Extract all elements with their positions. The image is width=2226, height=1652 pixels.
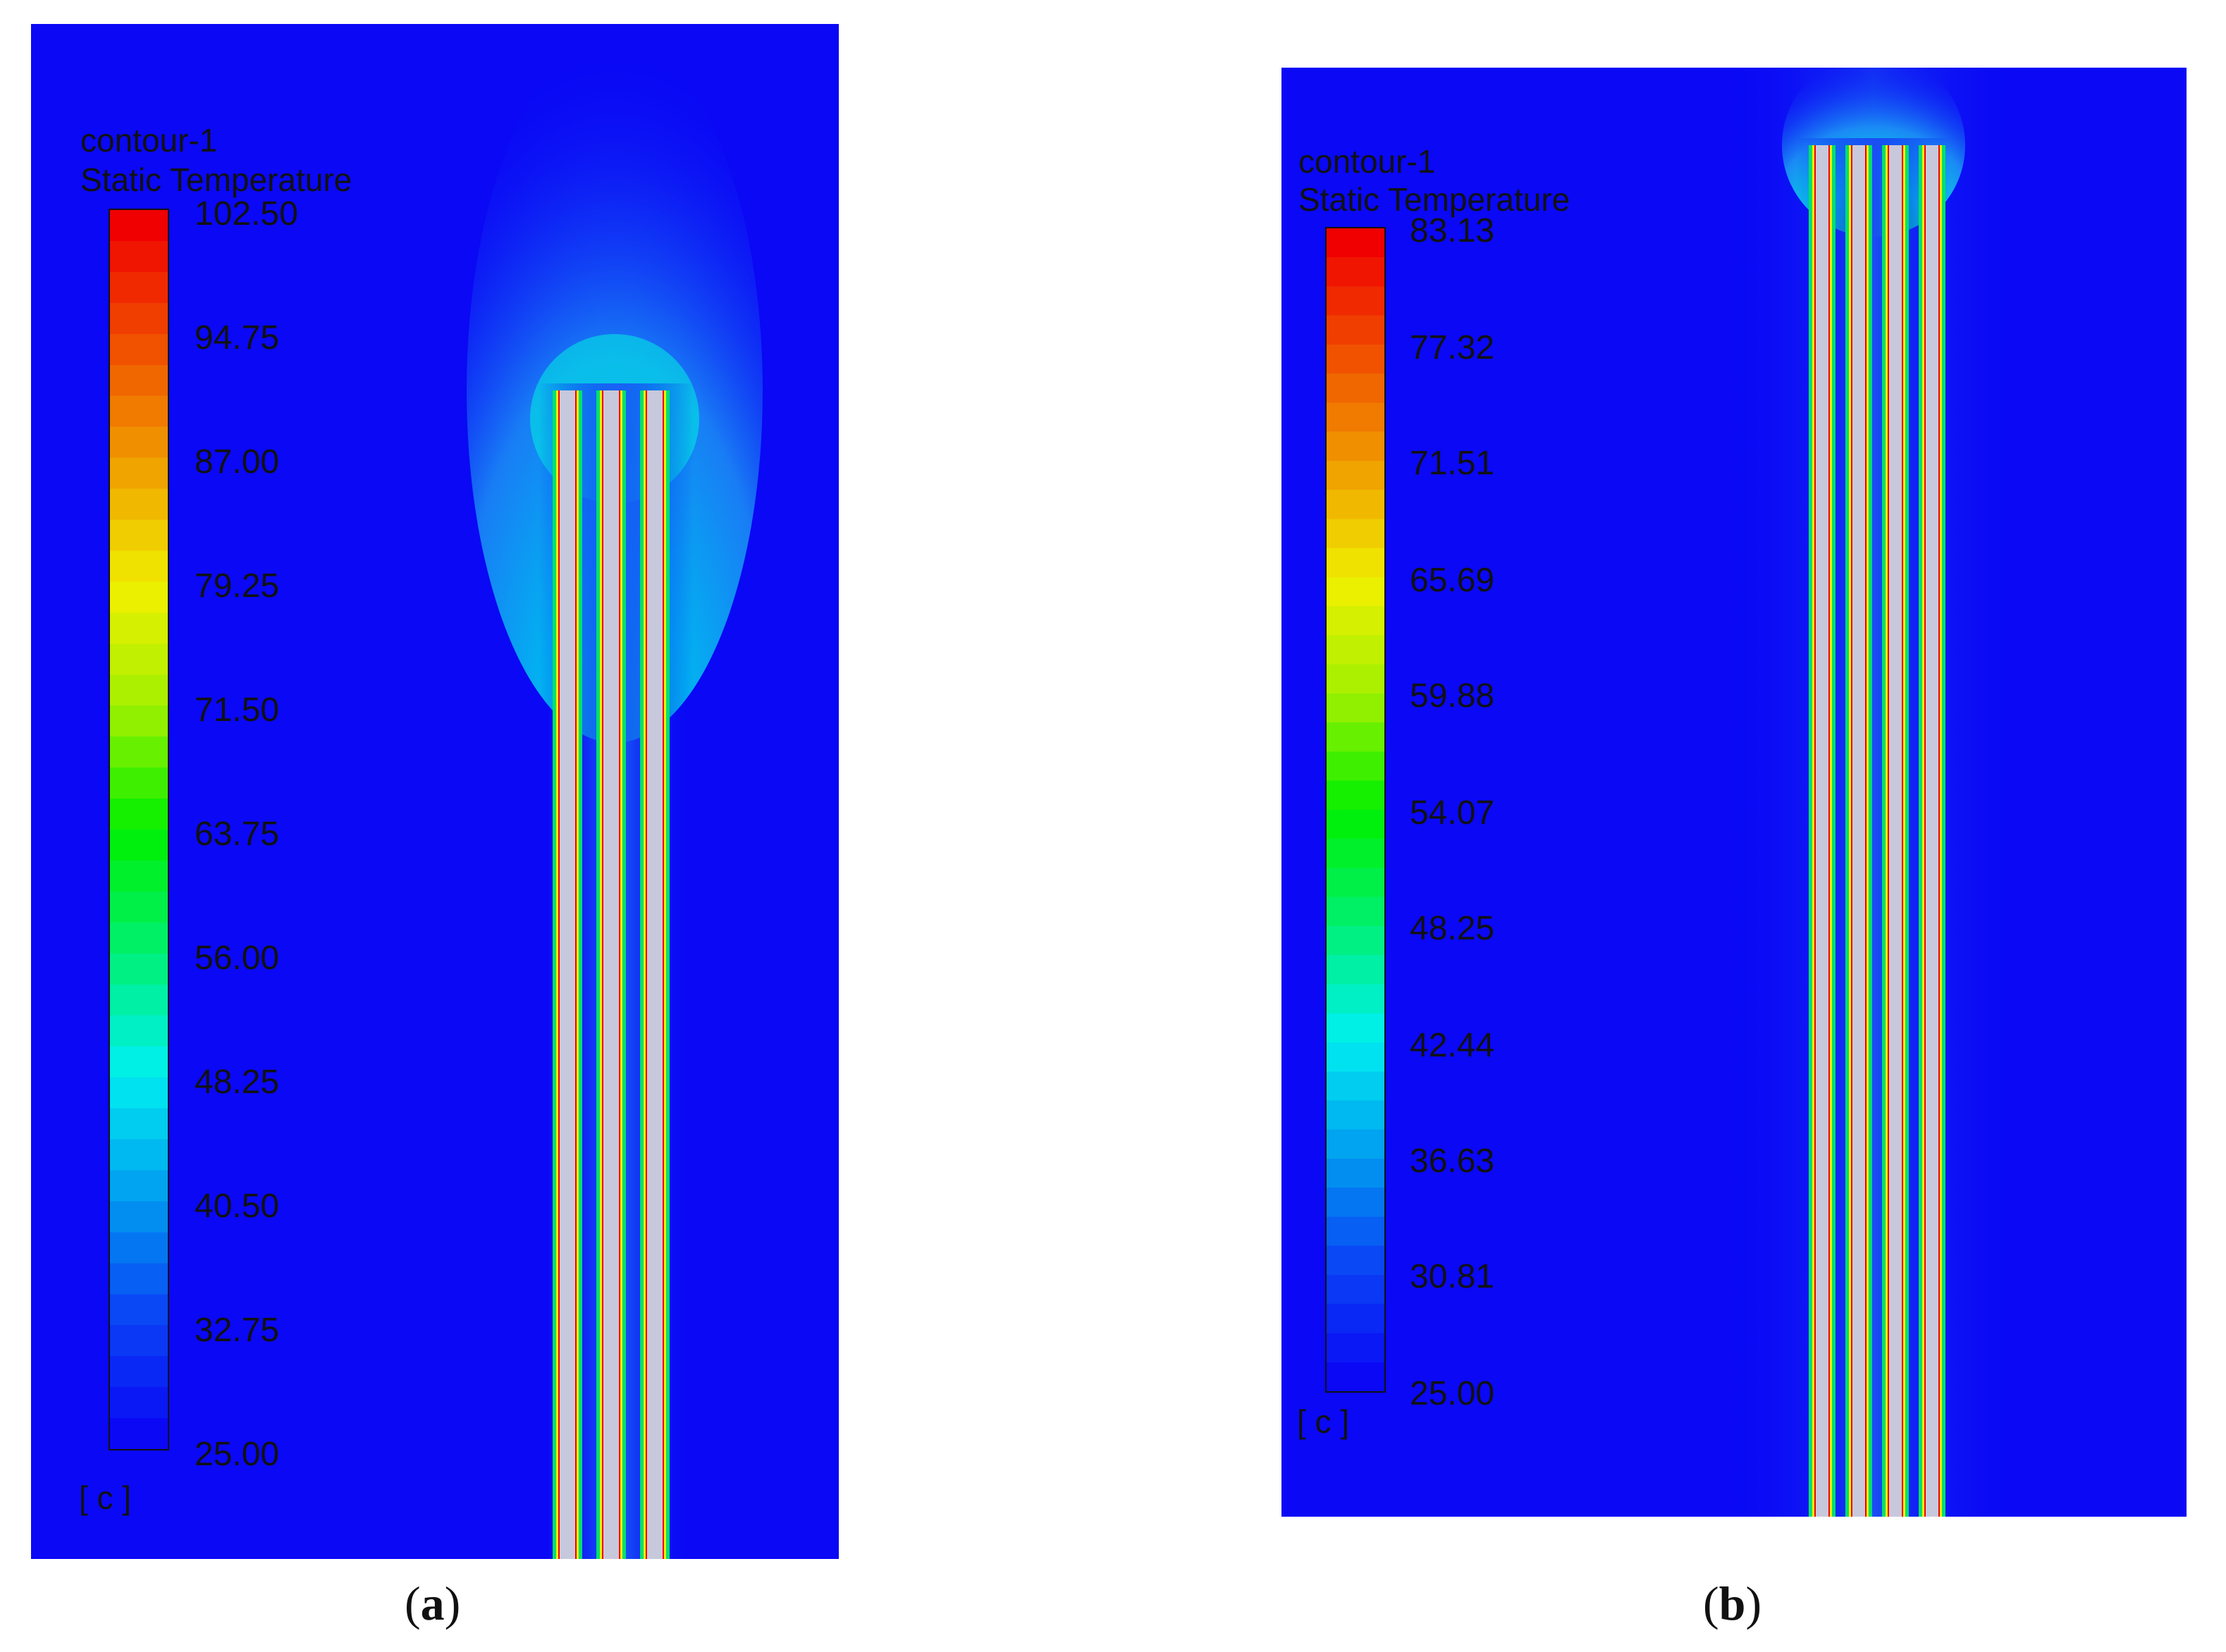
caption-b: (b) [1703, 1576, 1761, 1632]
legend-title-variable: Static Temperature [1298, 181, 1570, 218]
tick-label: 102.50 [195, 195, 298, 233]
tick-label: 48.25 [1410, 910, 1495, 947]
tick-label: 40.50 [195, 1188, 280, 1225]
temperature-field-a [467, 38, 763, 1559]
caption-a: (a) [405, 1576, 460, 1632]
tick-label: 32.75 [195, 1312, 280, 1349]
tick-label: 63.75 [195, 815, 280, 853]
legend-title-name: contour-1 [1298, 143, 1436, 180]
tick-label: 71.50 [195, 691, 280, 729]
caption-close: ) [444, 1577, 461, 1630]
unit-label: [ c ] [1297, 1403, 1350, 1440]
tick-label: 83.13 [1410, 212, 1495, 249]
tick-label: 87.00 [195, 443, 280, 481]
tick-label: 36.63 [1410, 1142, 1495, 1180]
legend-title-variable: Static Temperature [80, 161, 352, 198]
fin-stack-b [1809, 145, 1945, 1517]
fin-layer [560, 390, 575, 1559]
tick-label: 56.00 [195, 939, 280, 977]
fin-layer [1926, 145, 1938, 1517]
tick-label: 94.75 [195, 319, 280, 357]
tick-label: 79.25 [195, 567, 280, 605]
fin-layer [603, 390, 619, 1559]
fin-stack-a [553, 390, 670, 1559]
tick-label: 25.00 [195, 1436, 280, 1473]
tick-label: 25.00 [1410, 1375, 1495, 1412]
contour-panel-b: contour-1 Static Temperature 83.13 77.32… [1281, 68, 2187, 1517]
tick-label: 71.51 [1410, 445, 1495, 482]
colorbar-b [1325, 227, 1386, 1393]
tick-label: 48.25 [195, 1064, 280, 1101]
contour-panel-a: contour-1 Static Temperature 102.50 94.7… [31, 24, 839, 1559]
caption-letter: a [420, 1577, 445, 1630]
unit-label: [ c ] [79, 1479, 132, 1516]
tick-label: 30.81 [1410, 1258, 1495, 1295]
caption-letter: b [1718, 1577, 1746, 1630]
tick-label: 59.88 [1410, 677, 1495, 715]
tick-label: 42.44 [1410, 1027, 1495, 1064]
tick-label: 54.07 [1410, 794, 1495, 832]
colorbar-a [109, 209, 169, 1450]
caption-close: ) [1745, 1577, 1762, 1630]
caption-open: ( [405, 1577, 421, 1630]
temperature-field-b [1718, 68, 2029, 1517]
tick-label: 77.32 [1410, 329, 1495, 366]
fin-layer [1889, 145, 1902, 1517]
fin-layer [1816, 145, 1828, 1517]
fin-layer [647, 390, 663, 1559]
legend-title-name: contour-1 [80, 122, 218, 159]
fin-layer [1852, 145, 1865, 1517]
caption-open: ( [1703, 1577, 1719, 1630]
tick-label: 65.69 [1410, 562, 1495, 599]
